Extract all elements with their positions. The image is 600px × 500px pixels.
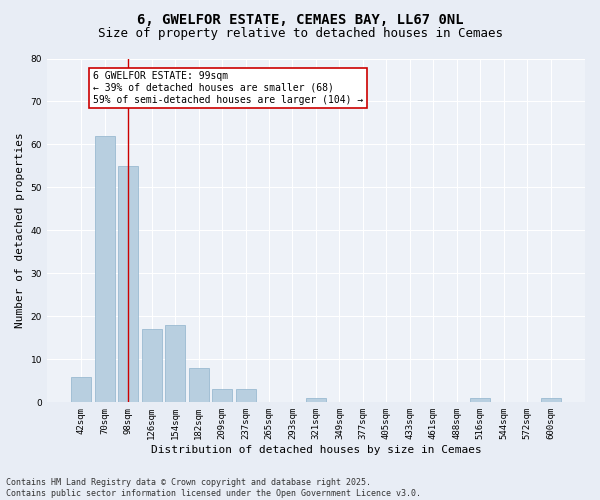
Bar [118,166,138,402]
Bar [236,390,256,402]
Text: 6 GWELFOR ESTATE: 99sqm
← 39% of detached houses are smaller (68)
59% of semi-de: 6 GWELFOR ESTATE: 99sqm ← 39% of detache… [93,72,364,104]
Bar [165,325,185,402]
Bar [188,368,209,402]
Bar [142,330,162,402]
Text: 6, GWELFOR ESTATE, CEMAES BAY, LL67 0NL: 6, GWELFOR ESTATE, CEMAES BAY, LL67 0NL [137,12,463,26]
Bar [71,376,91,402]
Text: Contains HM Land Registry data © Crown copyright and database right 2025.
Contai: Contains HM Land Registry data © Crown c… [6,478,421,498]
Bar [541,398,560,402]
Bar [306,398,326,402]
X-axis label: Distribution of detached houses by size in Cemaes: Distribution of detached houses by size … [151,445,481,455]
Bar [95,136,115,402]
Y-axis label: Number of detached properties: Number of detached properties [15,132,25,328]
Bar [470,398,490,402]
Bar [212,390,232,402]
Text: Size of property relative to detached houses in Cemaes: Size of property relative to detached ho… [97,28,503,40]
